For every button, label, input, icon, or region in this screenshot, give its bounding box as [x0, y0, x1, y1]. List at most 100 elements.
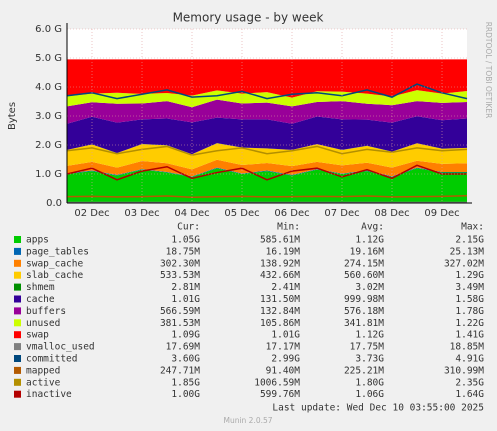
x-tick-label: 04 Dec: [174, 208, 209, 219]
legend-swatch: [14, 331, 21, 339]
column-header: Max:: [461, 222, 484, 233]
legend-value: 1.05G: [171, 235, 200, 246]
x-tick-label: 02 Dec: [74, 208, 109, 219]
legend-label: active: [26, 377, 61, 388]
legend-value: 560.60M: [344, 270, 384, 281]
legend-value: 19.16M: [350, 246, 385, 257]
legend-value: 138.92M: [260, 258, 300, 269]
legend-label: swap: [26, 330, 49, 341]
legend-label: apps: [26, 235, 49, 246]
legend-value: 1.41G: [455, 330, 484, 341]
legend-value: 566.59M: [160, 306, 200, 317]
y-axis-label: Bytes: [7, 102, 18, 130]
legend-value: 533.53M: [160, 270, 200, 281]
y-tick-label: 5.0 G: [35, 53, 62, 64]
legend-value: 17.17M: [266, 342, 301, 353]
legend-value: 1.12G: [355, 330, 384, 341]
legend-value: 2.99G: [271, 354, 300, 365]
legend-label: page_tables: [26, 246, 89, 257]
legend-swatch: [14, 355, 21, 362]
legend-value: 2.81M: [171, 282, 200, 293]
legend-swatch: [14, 378, 21, 386]
legend-value: 131.50M: [260, 294, 300, 305]
legend-value: 17.75M: [350, 342, 385, 353]
legend-swatch: [14, 236, 21, 243]
legend-value: 302.30M: [160, 258, 200, 269]
legend-value: 18.75M: [166, 246, 201, 257]
legend-swatch: [14, 366, 21, 374]
y-tick-label: 4.0 G: [35, 82, 62, 93]
legend-value: 1.00G: [171, 389, 200, 400]
legend-label: vmalloc_used: [26, 342, 95, 353]
area: [67, 159, 467, 177]
legend-value: 2.35G: [455, 377, 484, 388]
area: [67, 59, 467, 98]
y-tick-label: 1.0 G: [35, 169, 62, 180]
x-tick-label: 09 Dec: [424, 208, 459, 219]
x-tick-label: 07 Dec: [324, 208, 359, 219]
legend-value: 4.91G: [455, 354, 484, 365]
x-tick-label: 05 Dec: [224, 208, 259, 219]
legend-value: 1006.59M: [254, 377, 300, 388]
legend-value: 247.71M: [160, 365, 200, 376]
legend-value: 2.41M: [271, 282, 300, 293]
legend-label: cache: [26, 294, 55, 305]
legend-value: 1.22G: [455, 318, 484, 329]
legend-value: 1.01G: [271, 330, 300, 341]
legend-swatch: [14, 259, 21, 267]
legend-swatch: [14, 247, 21, 255]
x-tick-label: 08 Dec: [374, 208, 409, 219]
legend-label: buffers: [26, 306, 66, 317]
y-tick-label: 6.0 G: [35, 24, 62, 35]
legend-label: swap_cache: [26, 258, 83, 269]
legend-value: 2.15G: [455, 235, 484, 246]
legend-label: unused: [26, 318, 60, 329]
y-tick-label: 0.0: [46, 198, 62, 209]
legend-label: mapped: [26, 365, 60, 376]
legend-value: 91.40M: [266, 365, 301, 376]
x-tick-label: 06 Dec: [274, 208, 309, 219]
legend-value: 3.49M: [455, 282, 484, 293]
legend-value: 1.09G: [171, 330, 200, 341]
legend-value: 576.18M: [344, 306, 384, 317]
legend-value: 599.76M: [260, 389, 300, 400]
legend-value: 1.85G: [171, 377, 200, 388]
legend-value: 999.98M: [344, 294, 384, 305]
legend-value: 1.12G: [355, 235, 384, 246]
legend-value: 1.64G: [455, 389, 484, 400]
column-header: Min:: [277, 222, 300, 233]
legend-swatch: [14, 295, 21, 303]
legend-value: 274.15M: [344, 258, 384, 269]
legend-label: inactive: [26, 389, 72, 400]
legend-value: 17.69M: [166, 342, 201, 353]
legend-label: committed: [26, 354, 77, 365]
y-tick-label: 2.0 G: [35, 140, 62, 151]
legend-swatch: [14, 271, 21, 279]
line: [66, 83, 468, 100]
legend-label: slab_cache: [26, 270, 83, 281]
legend-swatch: [14, 319, 21, 327]
column-header: Avg:: [361, 222, 384, 233]
area: [67, 168, 467, 203]
legend-value: 1.58G: [455, 294, 484, 305]
x-tick-label: 03 Dec: [124, 208, 159, 219]
legend-value: 1.78G: [455, 306, 484, 317]
legend-value: 327.02M: [444, 258, 484, 269]
legend-value: 1.01G: [171, 294, 200, 305]
legend-value: 585.61M: [260, 235, 300, 246]
legend-value: 132.84M: [260, 306, 300, 317]
legend-value: 105.86M: [260, 318, 300, 329]
legend-value: 1.06G: [355, 389, 384, 400]
legend-value: 1.80G: [355, 377, 384, 388]
legend-value: 18.85M: [450, 342, 485, 353]
legend-value: 25.13M: [450, 246, 485, 257]
legend-value: 341.81M: [344, 318, 384, 329]
y-tick-label: 3.0 G: [35, 111, 62, 122]
legend-label: shmem: [26, 282, 55, 293]
legend-swatch: [14, 307, 21, 315]
legend-value: 3.02M: [355, 282, 384, 293]
legend-swatch: [14, 390, 21, 398]
legend-value: 432.66M: [260, 270, 300, 281]
legend-value: 225.21M: [344, 365, 384, 376]
